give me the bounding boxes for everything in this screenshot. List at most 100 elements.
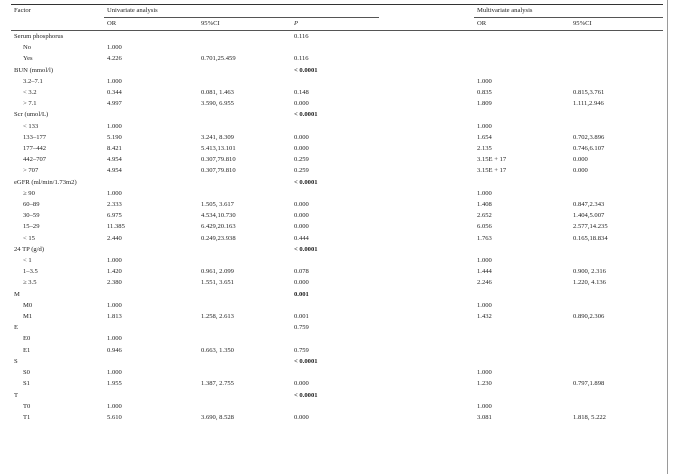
cell-or-univariate: 0.946 — [107, 346, 122, 354]
cell-spacer — [379, 76, 474, 87]
cell-or-multivariate: 1.000 — [477, 402, 492, 410]
cell-or-multivariate — [474, 42, 570, 53]
cell-spacer — [379, 65, 474, 76]
cell-ci-univariate: 6.429,20.163 — [201, 223, 236, 231]
cell-or-multivariate: 3.15E + 17 — [477, 156, 507, 164]
cell-or-multivariate: 1.000 — [477, 122, 492, 130]
row-factor-label: > 707 — [23, 167, 39, 175]
cell-ci-multivariate — [570, 289, 663, 300]
cell-spacer — [379, 289, 474, 300]
cell-ci-univariate — [198, 65, 291, 76]
cell-or-univariate: 1.955 — [107, 380, 122, 388]
row-factor-label: T1 — [23, 413, 31, 421]
cell-p-univariate: 0.000 — [294, 133, 309, 141]
table-row: < 3.2 0.344 0.081, 1.463 0.148 0.835 0.815,3.… — [11, 87, 663, 98]
cell-spacer — [379, 143, 474, 154]
row-factor-label: 133–177 — [23, 133, 47, 141]
cell-p-univariate — [291, 401, 379, 412]
header-p-univariate: P — [294, 20, 299, 27]
cell-ci-univariate: 5.413,13.101 — [201, 145, 236, 153]
table-row: M1 1.813 1.258, 2.613 0.001 1.432 0.890,2.306… — [11, 311, 663, 322]
cell-ci-univariate: 1.258, 2.613 — [201, 313, 234, 321]
table-row: E1 0.946 0.663, 1.350 0.759 — [11, 345, 663, 356]
cell-or-univariate — [104, 177, 198, 188]
cell-ci-univariate: 0.307,79.810 — [201, 156, 236, 164]
row-factor-label: S1 — [23, 380, 30, 388]
cell-p-univariate — [291, 300, 379, 311]
row-factor-label: M0 — [23, 301, 33, 309]
cell-ci-multivariate — [570, 76, 663, 87]
cell-ci-multivariate — [570, 121, 663, 132]
cell-spacer — [379, 53, 474, 64]
cell-spacer — [379, 412, 474, 423]
cell-or-univariate: 1.000 — [107, 44, 122, 52]
table-row: Serum phosphorus 0.116 — [11, 31, 663, 43]
table-row: BUN (mmol/l)< 0.00010.055 — [11, 65, 663, 76]
cell-spacer — [379, 311, 474, 322]
cell-or-univariate: 4.954 — [107, 167, 122, 175]
cell-or-multivariate: 3.081 — [477, 413, 492, 421]
row-factor-label: No — [23, 44, 32, 52]
cell-p-univariate — [291, 121, 379, 132]
cell-spacer — [379, 378, 474, 389]
cell-or-multivariate: 1.432 — [477, 313, 492, 321]
table-row: 24 TP (g/d)< 0.00010.034 — [11, 244, 663, 255]
cell-or-univariate — [104, 390, 198, 401]
cell-or-multivariate: 0.835 — [477, 89, 492, 97]
cell-spacer — [379, 188, 474, 199]
cell-p-univariate: 0.148 — [294, 89, 309, 97]
row-factor-label: < 1 — [23, 257, 32, 265]
cell-p-univariate: < 0.0001 — [294, 357, 318, 365]
cell-spacer — [379, 121, 474, 132]
cell-ci-multivariate — [570, 367, 663, 378]
cell-p-univariate: 0.759 — [294, 324, 309, 332]
cell-spacer — [379, 31, 474, 43]
cell-spacer — [379, 367, 474, 378]
cell-ci-multivariate: 0.746,6.107 — [573, 145, 605, 153]
cell-p-univariate — [291, 76, 379, 87]
cell-ci-multivariate: 1.111,2.946 — [573, 100, 604, 108]
cell-or-multivariate: 1.408 — [477, 201, 492, 209]
row-factor-label: ≥ 90 — [23, 189, 35, 197]
cell-ci-multivariate — [570, 356, 663, 367]
cell-ci-univariate — [198, 188, 291, 199]
cell-or-multivariate — [474, 31, 570, 43]
cell-ci-univariate: 3.590, 6.955 — [201, 100, 234, 108]
cell-p-univariate: < 0.0001 — [294, 111, 318, 119]
table-row: 60–89 2.333 1.505, 3.617 0.000 1.408 0.847,2.… — [11, 199, 663, 210]
cell-or-multivariate: 1.000 — [477, 301, 492, 309]
cell-ci-univariate — [198, 177, 291, 188]
cell-spacer — [379, 98, 474, 109]
cell-ci-multivariate: 1.220, 4.136 — [573, 279, 606, 287]
cell-spacer — [379, 345, 474, 356]
cell-ci-univariate — [198, 289, 291, 300]
header-ci-univariate: 95%CI — [201, 20, 220, 27]
cell-or-multivariate: 1.230 — [477, 380, 492, 388]
table-row: 177–442 8.421 5.413,13.101 0.000 2.135 0.746,… — [11, 143, 663, 154]
cell-or-multivariate — [474, 322, 570, 333]
cell-ci-multivariate — [570, 244, 663, 255]
cell-p-univariate: < 0.0001 — [294, 178, 318, 186]
cell-or-univariate — [104, 289, 198, 300]
cell-ci-univariate: 0.081, 1.463 — [201, 89, 234, 97]
cell-ci-multivariate: 0.815,3.761 — [573, 89, 605, 97]
row-factor-label: 442–707 — [23, 156, 47, 164]
cell-p-univariate: 0.000 — [294, 201, 309, 209]
cell-ci-univariate: 3.690, 8.528 — [201, 413, 234, 421]
cell-or-multivariate: 1.000 — [477, 257, 492, 265]
cell-or-univariate: 4.997 — [107, 100, 122, 108]
row-factor-label: Scr (umol/L) — [14, 111, 49, 119]
cell-spacer — [379, 322, 474, 333]
cell-or-multivariate: 1.654 — [477, 133, 492, 141]
row-factor-label: 3.2–7.1 — [23, 77, 43, 85]
cell-ci-univariate: 4.534,10.730 — [201, 212, 236, 220]
row-factor-label: 1–3.5 — [23, 268, 38, 276]
cell-ci-multivariate: 0.000 — [573, 167, 588, 175]
cell-or-multivariate — [474, 65, 570, 76]
cell-p-univariate: 0.000 — [294, 279, 309, 287]
table-row: T0 1.000 1.000 — [11, 401, 663, 412]
table-row: > 7.1 4.997 3.590, 6.955 0.000 1.809 1.111,2.… — [11, 98, 663, 109]
cell-p-univariate — [291, 188, 379, 199]
cell-ci-multivariate — [570, 401, 663, 412]
